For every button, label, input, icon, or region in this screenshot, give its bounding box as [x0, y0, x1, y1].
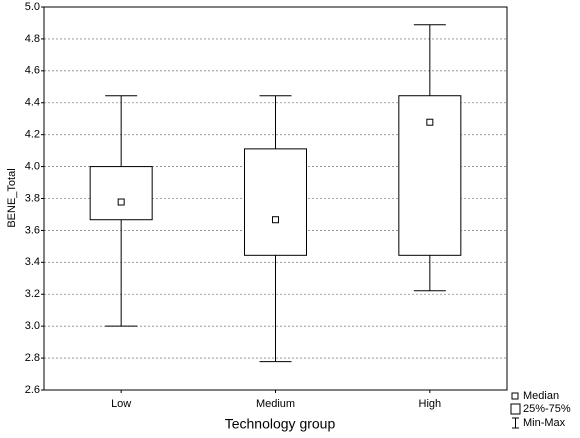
x-axis-label: Technology group	[225, 416, 336, 432]
median	[272, 216, 279, 224]
box	[89, 166, 153, 221]
y-tick-label: 4.2	[25, 129, 40, 141]
median	[117, 198, 125, 206]
legend-box-icon	[510, 403, 521, 415]
y-tick-label: 3.8	[25, 192, 40, 204]
x-tick-label: High	[419, 398, 442, 410]
y-tick-label: 4.0	[25, 160, 40, 172]
y-tick-label: 3.4	[25, 256, 40, 268]
box	[244, 148, 307, 256]
legend-label: Median	[523, 390, 559, 402]
legend-whisker-icon	[512, 417, 519, 429]
y-tick-label: 4.4	[25, 97, 40, 109]
y-axis-label: BENE_Total	[6, 168, 18, 227]
y-tick-label: 3.6	[25, 224, 40, 236]
y-tick-label: 3.2	[25, 288, 40, 300]
y-tick-label: 2.8	[25, 352, 40, 364]
y-tick-label: 3.0	[25, 320, 40, 332]
legend-median-icon	[511, 392, 519, 400]
median	[426, 118, 434, 126]
y-tick-label: 4.6	[25, 65, 40, 77]
x-tick-label: Medium	[256, 398, 295, 410]
y-tick-label: 2.6	[25, 384, 40, 396]
legend-label: 25%-75%	[523, 403, 571, 415]
legend-label: Min-Max	[523, 417, 566, 429]
y-tick-label: 5.0	[25, 1, 40, 13]
x-tick-label: Low	[111, 398, 131, 410]
y-tick-label: 4.8	[25, 33, 40, 45]
